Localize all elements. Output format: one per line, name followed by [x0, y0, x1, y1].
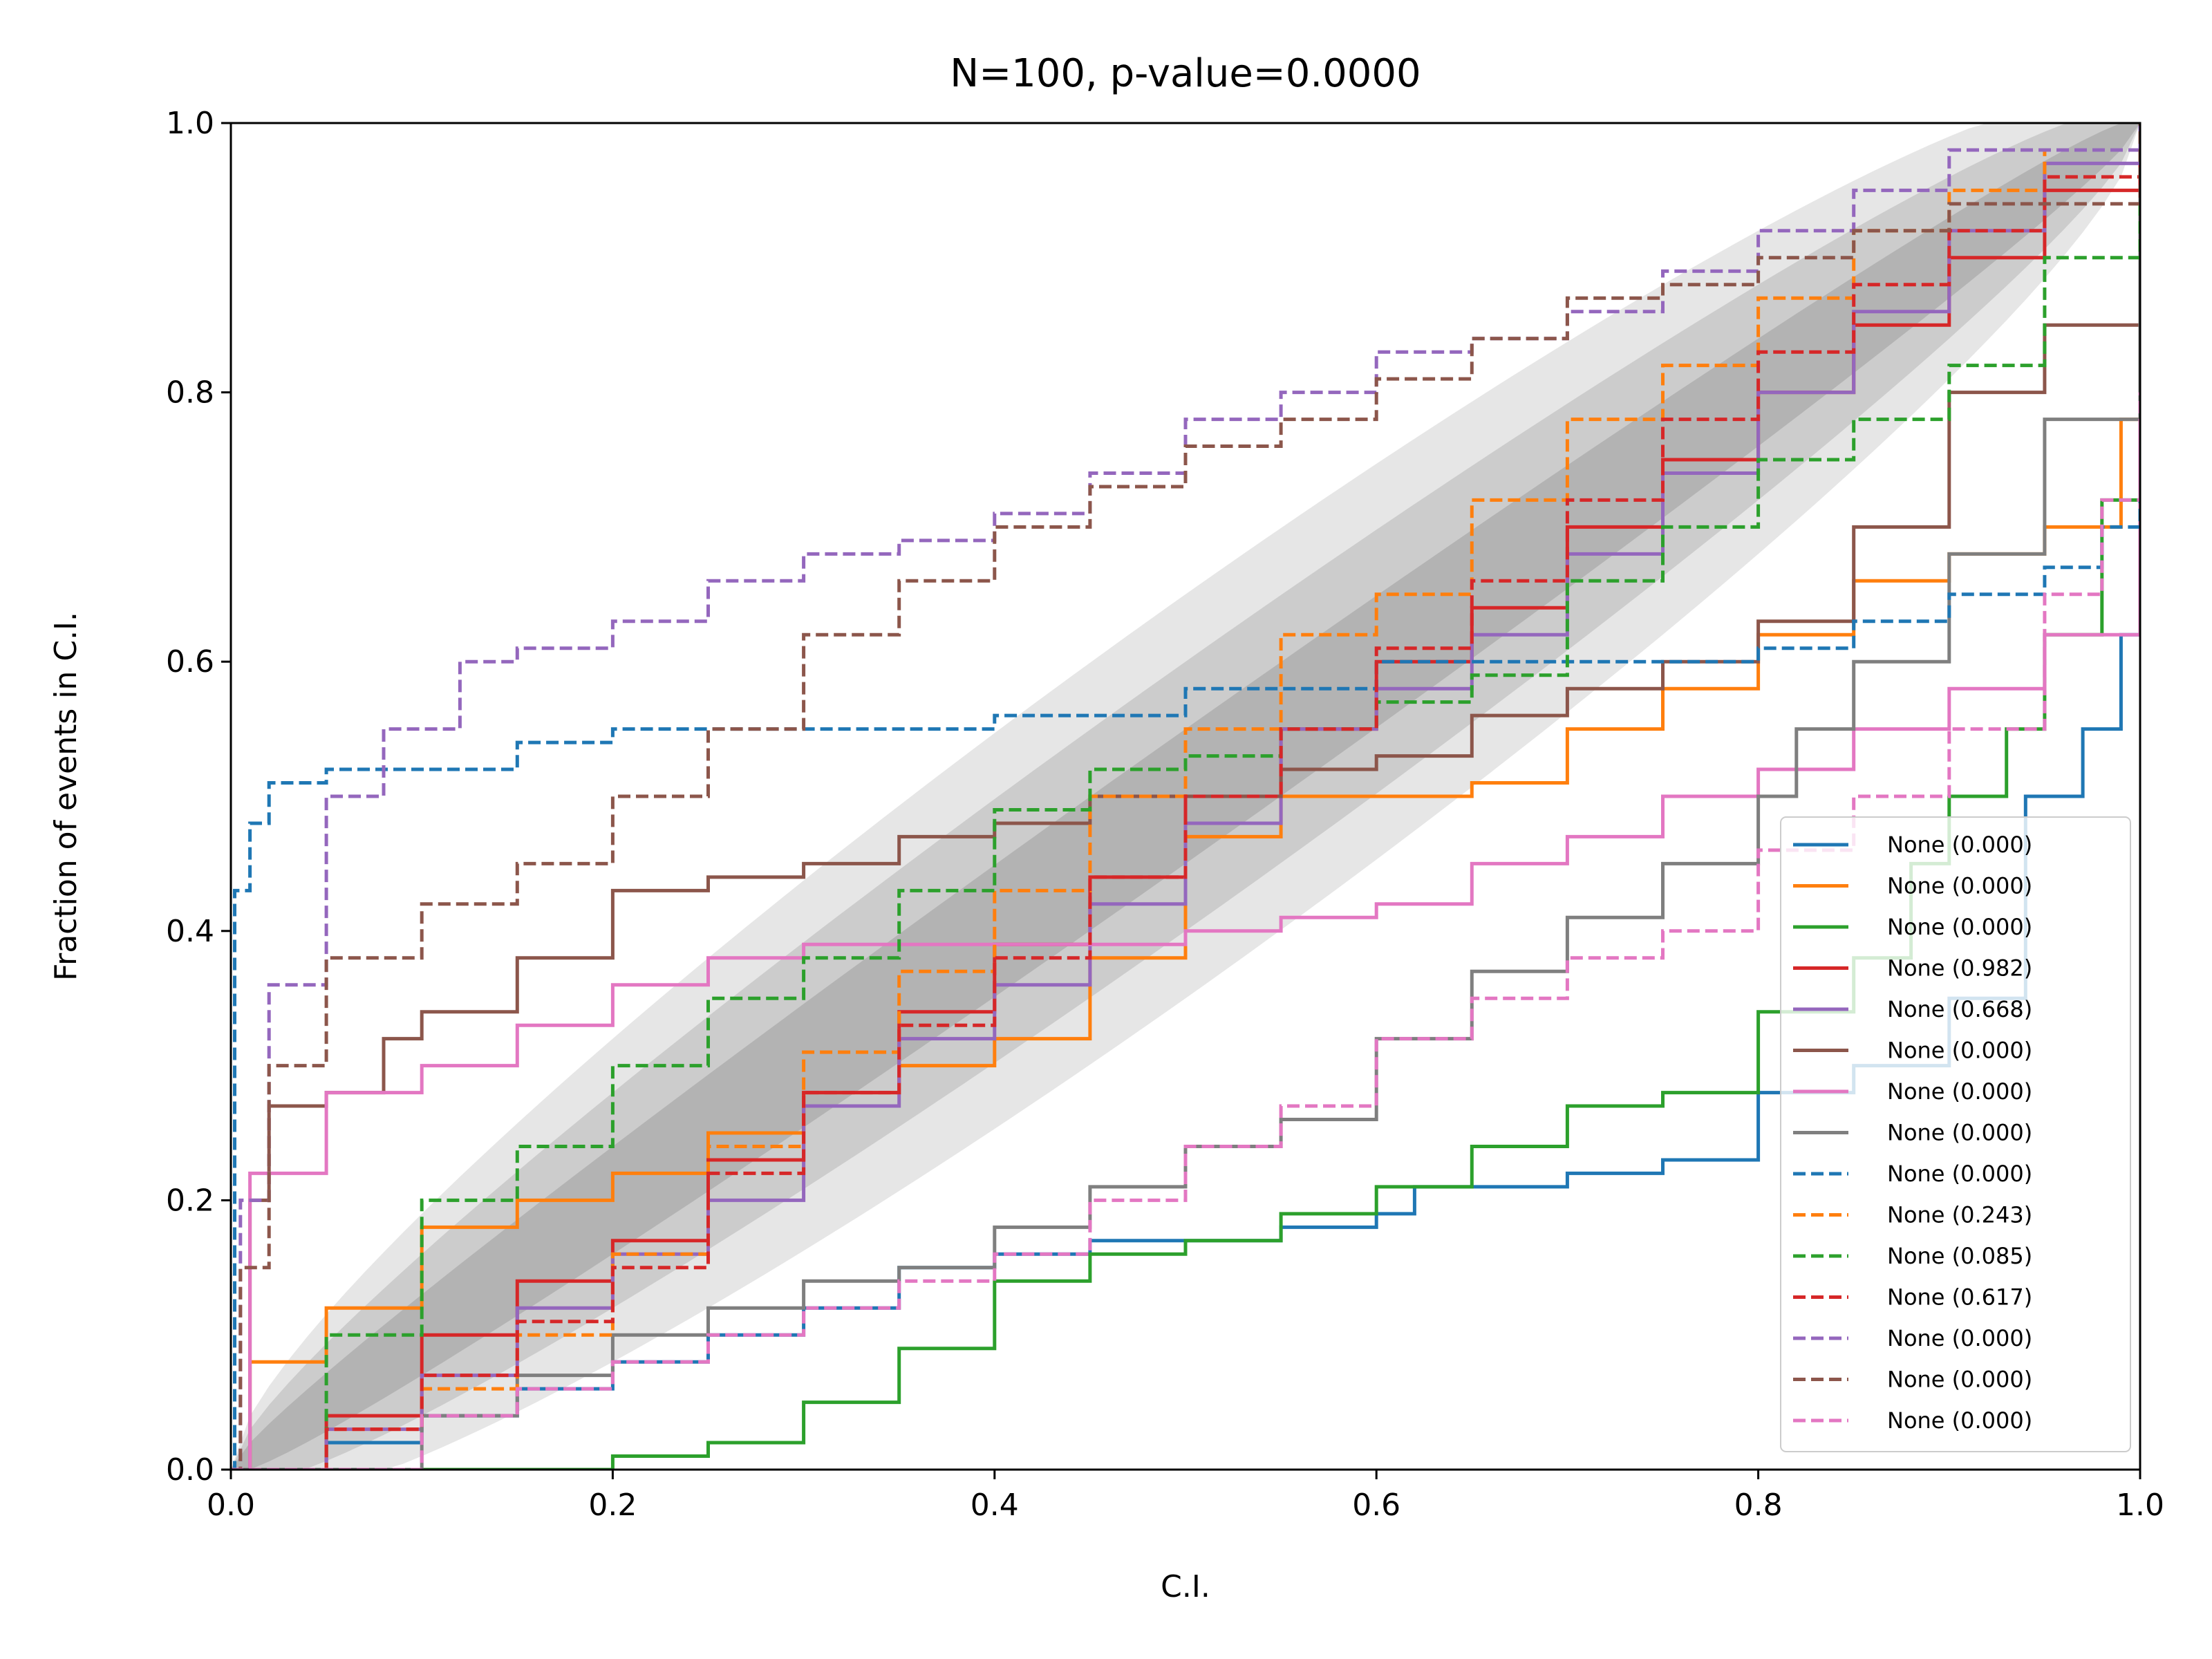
legend-label: None (0.617)	[1887, 1284, 2032, 1311]
legend-label: None (0.000)	[1887, 1038, 2032, 1064]
series-line-7	[231, 325, 2140, 1470]
y-tick-label: 0.6	[166, 644, 214, 679]
series-line-15	[231, 392, 2140, 1470]
series-line-6	[231, 257, 2140, 1470]
legend-label: None (0.000)	[1887, 1325, 2032, 1351]
legend-label: None (0.000)	[1887, 1407, 2032, 1434]
legend-label: None (0.243)	[1887, 1202, 2032, 1228]
x-axis-title: C.I.	[1161, 1569, 1210, 1604]
series-line-8	[231, 190, 2140, 1470]
y-axis-title: Fraction of events in C.I.	[48, 612, 84, 981]
y-tick-label: 0.4	[166, 914, 214, 949]
series-line-11	[231, 123, 2140, 1470]
legend-label: None (0.085)	[1887, 1243, 2032, 1269]
x-tick-label: 0.0	[207, 1488, 255, 1523]
series-lines	[231, 123, 2140, 1470]
legend-label: None (0.982)	[1887, 955, 2032, 982]
x-tick-label: 0.6	[1352, 1488, 1400, 1523]
y-tick-label: 0.0	[166, 1452, 214, 1488]
legend-label: None (0.000)	[1887, 832, 2032, 858]
x-axis: 0.0 0.2 0.4 0.6 0.8 1.0	[207, 1470, 2164, 1523]
legend-label: None (0.000)	[1887, 873, 2032, 899]
x-tick-label: 0.4	[971, 1488, 1019, 1523]
legend-label: None (0.000)	[1887, 1078, 2032, 1105]
legend: None (0.000) None (0.000) None (0.000) None…	[1780, 816, 2131, 1452]
plot-frame	[229, 122, 2141, 1471]
y-tick-label: 0.2	[166, 1183, 214, 1218]
x-tick-label: 1.0	[2116, 1488, 2164, 1523]
series-line-9	[231, 460, 2140, 1470]
legend-label: None (0.668)	[1887, 996, 2032, 1022]
legend-label: None (0.000)	[1887, 1161, 2032, 1187]
series-line-12	[231, 123, 2140, 1470]
legend-label: None (0.000)	[1887, 1367, 2032, 1393]
legend-label: None (0.000)	[1887, 1120, 2032, 1146]
chart-title: N=100, p-value=0.0000	[950, 51, 1421, 96]
y-tick-label: 0.8	[166, 375, 214, 411]
series-line-13	[231, 123, 2140, 1470]
x-tick-label: 0.8	[1734, 1488, 1783, 1523]
series-line-14	[231, 123, 2140, 1470]
series-line-10	[231, 123, 2140, 1470]
legend-box	[1780, 816, 2131, 1452]
series-line-3	[231, 284, 2140, 1470]
x-tick-label: 0.2	[588, 1488, 637, 1523]
y-tick-label: 1.0	[166, 106, 214, 141]
legend-label: None (0.000)	[1887, 914, 2032, 940]
y-axis: 0.0 0.2 0.4 0.6 0.8 1.0	[166, 106, 231, 1488]
